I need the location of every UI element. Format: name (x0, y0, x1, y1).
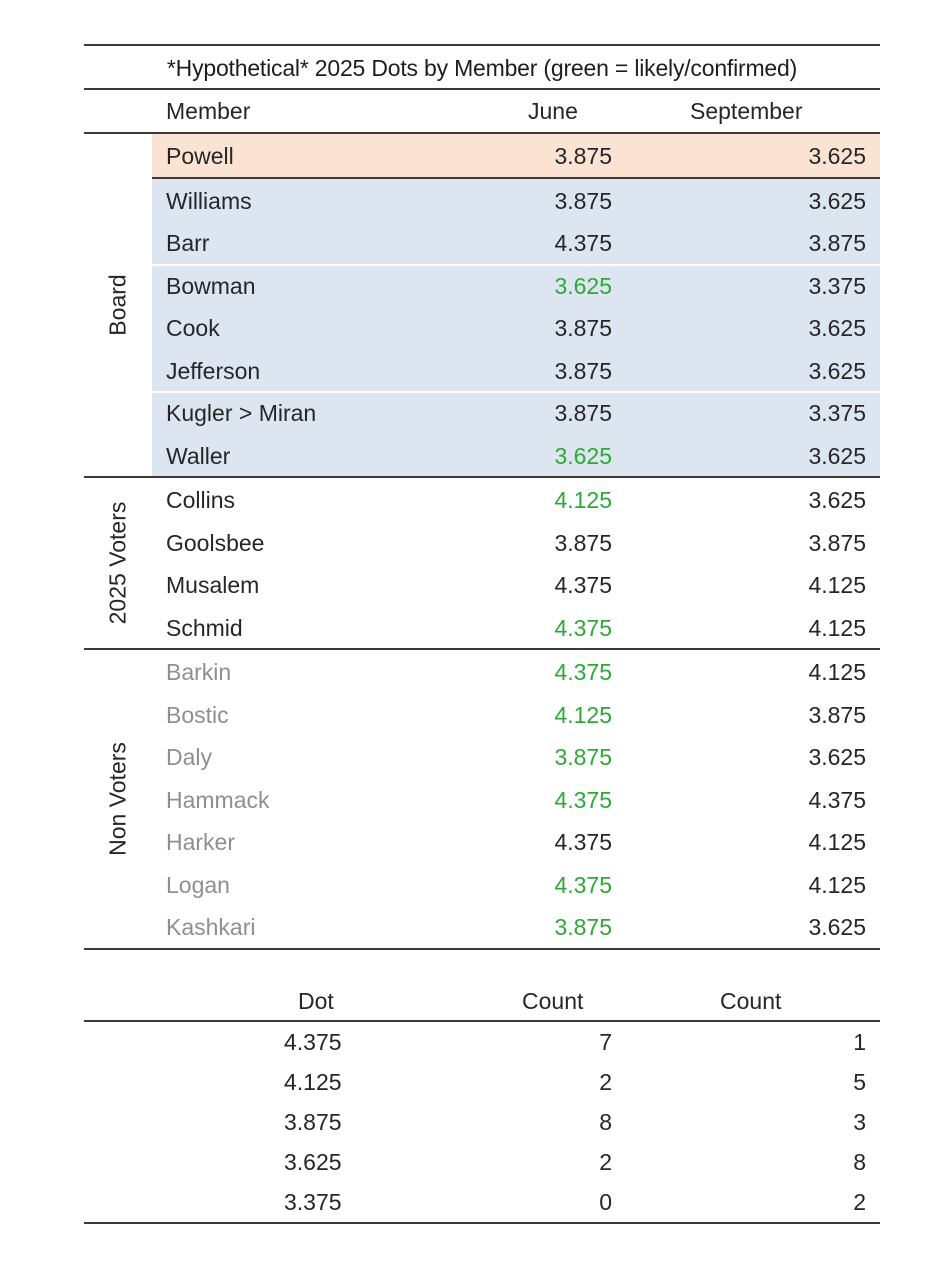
table-row-bostic: Bostic 4.125 3.875 (166, 701, 866, 728)
table-row-bowman: Bowman 3.625 3.375 (84, 263, 880, 306)
table-row-waller: Waller 3.625 3.625 (84, 433, 880, 476)
summary-row: 3.625 2 8 (284, 1149, 866, 1175)
title-rule (84, 88, 880, 90)
table-row-musalem: Musalem 4.375 4.125 (166, 572, 866, 598)
column-header-row: Member June September (84, 90, 880, 132)
summary-header-row: Dot Count Count (84, 982, 880, 1020)
table-row-barkin: Barkin 4.375 4.125 (166, 659, 866, 685)
table-row-kugler-miran: Kugler > Miran 3.875 3.375 (84, 391, 880, 434)
table-row-collins: Collins 4.125 3.625 (166, 487, 866, 513)
bottom-rule (84, 947, 880, 950)
table-title: *Hypothetical* 2025 Dots by Member (gree… (166, 55, 798, 81)
table-row-hammack: Hammack 4.375 4.375 (166, 786, 866, 813)
top-rule (84, 44, 880, 46)
summary-header-count-june: Count (522, 988, 584, 1014)
table-row-harker: Harker 4.375 4.125 (166, 829, 866, 855)
group-board: Board Powell 3.875 3.625 Williams 3.875 … (84, 134, 880, 476)
chair-highlight (152, 134, 880, 177)
header-june: June (528, 98, 578, 124)
summary-row: 3.875 8 3 (284, 1109, 866, 1135)
table-row-cook: Cook 3.875 3.625 (84, 306, 880, 349)
board-rule (84, 476, 880, 478)
summary-row: 4.375 7 1 (284, 1029, 866, 1055)
table-row-logan: Logan 4.375 4.125 (166, 871, 866, 898)
summary-header-rule (84, 1020, 880, 1022)
summary-header-count-september: Count (720, 988, 782, 1014)
header-september: September (690, 98, 803, 124)
table-row-schmid: Schmid 4.375 4.125 (166, 614, 866, 641)
table-row-jefferson: Jefferson 3.875 3.625 (84, 348, 880, 391)
dot-count-summary: Dot Count Count 4.375 7 1 4.125 2 5 3.87… (84, 982, 880, 1224)
summary-row: 3.375 0 2 (284, 1189, 866, 1215)
summary-bottom-rule (84, 1222, 880, 1224)
dots-table: *Hypothetical* 2025 Dots by Member (gree… (84, 44, 880, 950)
summary-header-dot: Dot (298, 988, 334, 1014)
header-member: Member (166, 98, 251, 124)
group-2025-voters: 2025 Voters Collins 4.125 3.625 Goolsbee… (84, 478, 880, 648)
chair-rule (152, 176, 880, 179)
table-row-barr: Barr 4.375 3.875 (84, 221, 880, 264)
group-non-voters: Non Voters Barkin 4.375 4.125 Bostic 4.1… (84, 650, 880, 948)
table-row-goolsbee: Goolsbee 3.875 3.875 (166, 529, 866, 556)
table-row-kashkari: Kashkari 3.875 3.625 (166, 914, 866, 940)
table-row-daly: Daly 3.875 3.625 (166, 744, 866, 770)
summary-row: 4.125 2 5 (284, 1069, 866, 1095)
table-row-williams: Williams 3.875 3.625 (84, 178, 880, 221)
voters-rule (84, 648, 880, 650)
header-rule (84, 132, 880, 134)
table-row-powell: Powell 3.875 3.625 (84, 134, 880, 177)
